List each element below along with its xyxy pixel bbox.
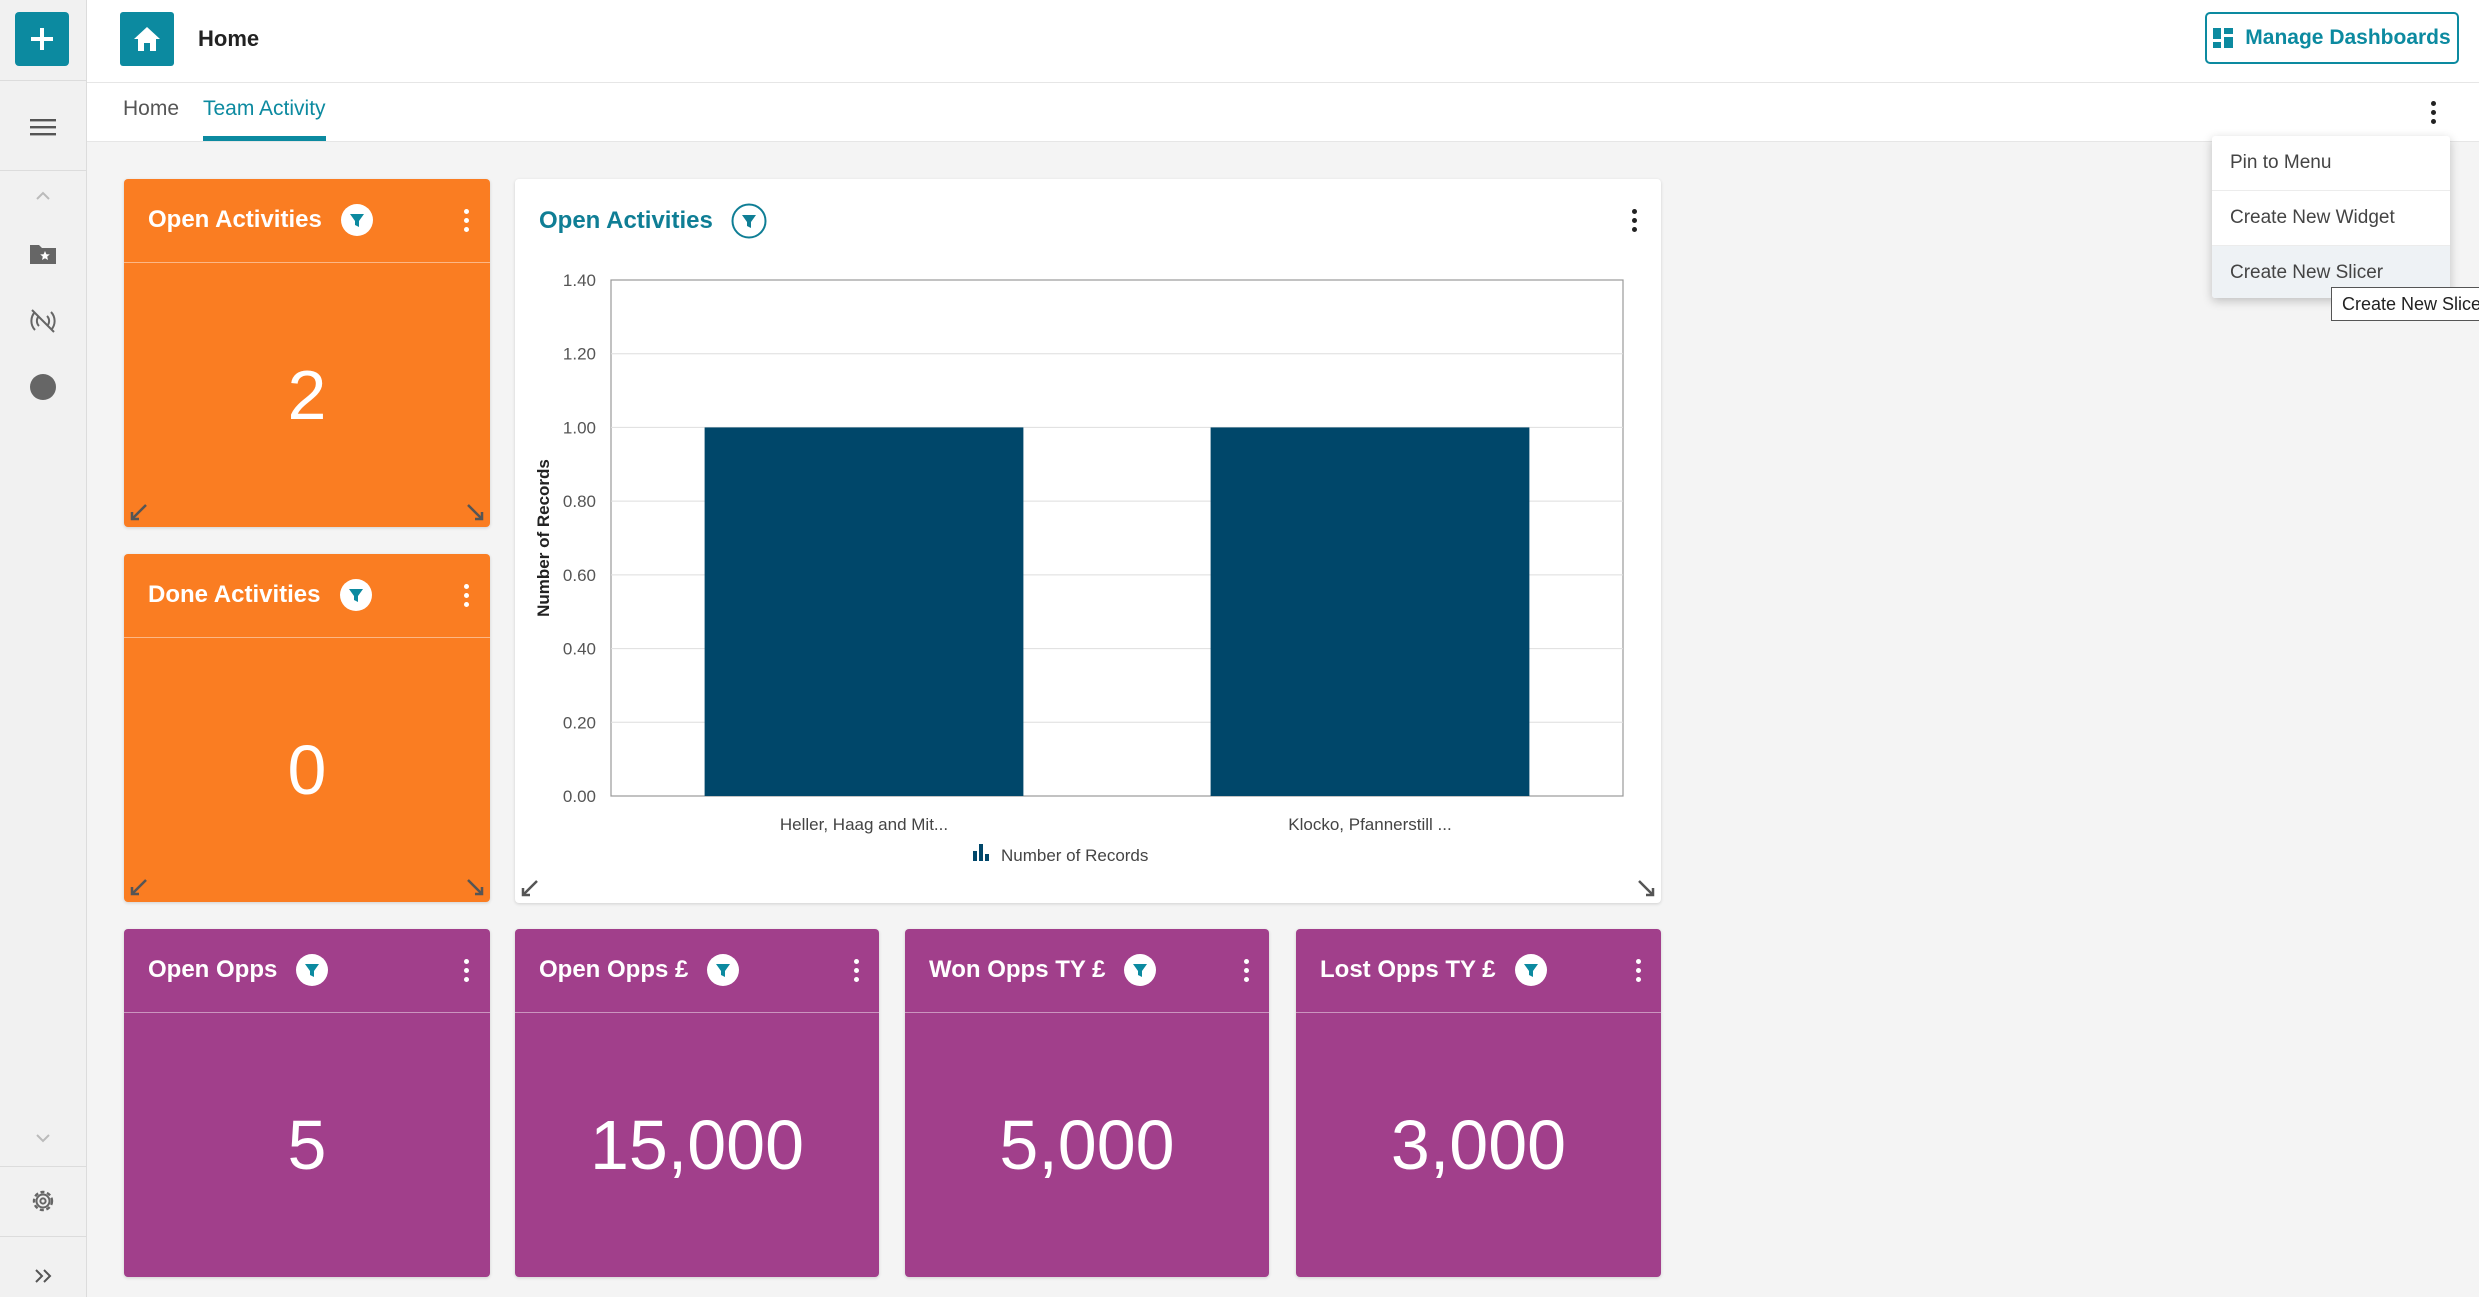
manage-dashboards-button[interactable]: Manage Dashboards — [2205, 12, 2459, 64]
tooltip: Create New Slicer — [2331, 287, 2479, 321]
star-folder-icon — [30, 245, 56, 264]
filter-icon[interactable] — [731, 203, 767, 239]
page-title: Home — [198, 26, 260, 51]
widget-value: 5,000 — [999, 1106, 1175, 1184]
tab-home[interactable]: Home — [123, 97, 180, 120]
widget-value: 15,000 — [589, 1106, 805, 1184]
widget-menu-button[interactable] — [458, 580, 474, 610]
hamburger-icon — [30, 119, 56, 136]
widget-title: Done Activities — [148, 581, 321, 608]
widget-header: Lost Opps TY £ — [1296, 929, 1661, 1011]
widget-title: Open Opps — [148, 956, 278, 983]
scroll-up-button[interactable] — [0, 186, 86, 206]
favorites-folder-button[interactable] — [0, 238, 86, 268]
top-header: Home Manage Dashboards — [87, 0, 2479, 83]
widget-won-opps[interactable]: Won Opps TY £ 5,000 — [905, 929, 1269, 1277]
chart-widget-title: Open Activities — [539, 207, 713, 234]
y-tick-label: 0.20 — [563, 713, 596, 732]
tab-team-activity[interactable]: Team Activity — [203, 97, 326, 141]
filter-icon[interactable] — [706, 953, 740, 987]
widget-menu-button[interactable] — [1238, 955, 1254, 985]
y-tick-label: 0.60 — [563, 566, 596, 585]
filter-icon[interactable] — [340, 203, 374, 237]
y-tick-label: 0.40 — [563, 640, 596, 659]
gear-icon — [32, 1190, 54, 1212]
widget-menu-button[interactable] — [458, 205, 474, 235]
widget-menu-button[interactable] — [1626, 205, 1642, 235]
widget-value: 0 — [287, 731, 327, 809]
widget-open-activities-chart[interactable]: Open Activities 0.00 0.20 0.40 0.60 0.80 1.00… — [515, 179, 1661, 903]
x-tick-label: Klocko, Pfannerstill ... — [1288, 815, 1451, 834]
plus-icon — [31, 28, 53, 50]
menu-toggle-button[interactable] — [0, 112, 86, 142]
left-rail — [0, 0, 87, 1297]
widget-header: Open Opps — [124, 929, 490, 1011]
dashboard-options-menu: Pin to Menu Create New Widget Create New… — [2212, 136, 2450, 298]
legend-swatch — [979, 844, 983, 861]
resize-handle-icon[interactable] — [130, 503, 148, 521]
tab-bar: Home Team Activity — [87, 83, 2479, 142]
add-button[interactable] — [15, 12, 69, 66]
dashboard-options-button[interactable] — [2423, 97, 2443, 127]
status-button[interactable] — [0, 372, 86, 402]
y-tick-label: 0.80 — [563, 492, 596, 511]
chevron-down-icon — [36, 1134, 50, 1143]
resize-handle-icon[interactable] — [466, 878, 484, 896]
home-button[interactable] — [120, 12, 174, 66]
widget-done-activities[interactable]: Done Activities 0 — [124, 554, 490, 902]
resize-handle-icon[interactable] — [521, 879, 539, 897]
resize-handle-icon[interactable] — [1637, 879, 1655, 897]
filter-icon[interactable] — [295, 953, 329, 987]
widget-title: Won Opps TY £ — [929, 956, 1106, 983]
chevron-up-icon — [36, 191, 50, 200]
menu-item-pin-to-menu[interactable]: Pin to Menu — [2212, 136, 2450, 191]
home-icon — [134, 27, 160, 51]
y-axis-label: Number of Records — [534, 459, 553, 617]
settings-button[interactable] — [0, 1186, 86, 1216]
y-tick-label: 0.00 — [563, 787, 596, 806]
widget-menu-button[interactable] — [458, 955, 474, 985]
widget-header: Open Activities — [124, 179, 490, 261]
widget-header: Open Opps £ — [515, 929, 879, 1011]
scroll-down-button[interactable] — [0, 1128, 86, 1148]
filter-icon[interactable] — [1123, 953, 1157, 987]
resize-handle-icon[interactable] — [130, 878, 148, 896]
filter-icon[interactable] — [1514, 953, 1548, 987]
widget-value: 2 — [287, 356, 327, 434]
widget-menu-button[interactable] — [848, 955, 864, 985]
legend-swatch — [985, 854, 989, 861]
expand-rail-button[interactable] — [0, 1264, 86, 1288]
widget-value: 3,000 — [1390, 1106, 1567, 1184]
filter-icon[interactable] — [339, 578, 373, 612]
widget-title: Open Activities — [148, 206, 322, 233]
legend-swatch — [973, 851, 977, 861]
menu-item-create-new-widget[interactable]: Create New Widget — [2212, 191, 2450, 246]
widget-open-activities[interactable]: Open Activities 2 — [124, 179, 490, 527]
y-tick-label: 1.20 — [563, 345, 596, 364]
widget-title: Lost Opps TY £ — [1320, 956, 1496, 983]
manage-dashboards-label: Manage Dashboards — [2245, 26, 2451, 49]
widget-open-opps-value[interactable]: Open Opps £ 15,000 — [515, 929, 879, 1277]
chart-widget-header: Open Activities — [539, 203, 767, 239]
signal-off-icon — [30, 309, 56, 333]
y-tick-label: 1.40 — [563, 271, 596, 290]
double-chevron-right-icon — [35, 1269, 52, 1283]
bar — [704, 427, 1024, 796]
legend-label: Number of Records — [1001, 846, 1148, 865]
resize-handle-icon[interactable] — [466, 503, 484, 521]
widget-lost-opps[interactable]: Lost Opps TY £ 3,000 — [1296, 929, 1661, 1277]
widget-menu-button[interactable] — [1630, 955, 1646, 985]
dashboard-icon — [2213, 28, 2234, 48]
y-tick-label: 1.00 — [563, 418, 596, 437]
bar-chart: 0.00 0.20 0.40 0.60 0.80 1.00 1.20 1.40 Number o… — [534, 271, 1624, 865]
x-tick-label: Heller, Haag and Mit... — [780, 815, 948, 834]
widget-header: Won Opps TY £ — [905, 929, 1269, 1011]
circle-icon — [30, 374, 56, 400]
widget-value: 5 — [287, 1106, 327, 1184]
widget-open-opps[interactable]: Open Opps 5 — [124, 929, 490, 1277]
widget-header: Done Activities — [124, 554, 490, 636]
signal-button[interactable] — [0, 306, 86, 336]
widget-title: Open Opps £ — [539, 956, 689, 983]
bar — [1210, 427, 1530, 796]
